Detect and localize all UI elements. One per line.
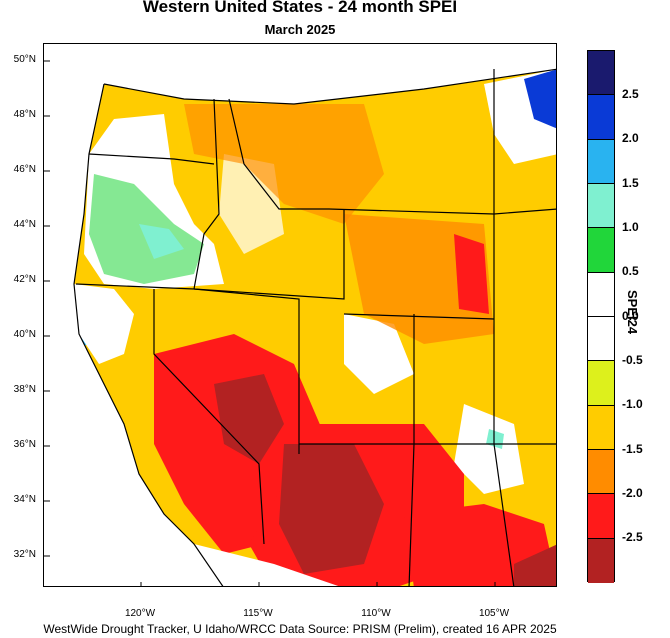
or-ca-border (75, 283, 195, 290)
canada-border (103, 68, 556, 105)
wa-or-border (88, 153, 215, 165)
colorbar-segment (588, 183, 614, 229)
lat-label-40: 40°N (13, 329, 36, 340)
wet-coastal-california (74, 284, 134, 364)
colorbar-label: 2.5 (622, 87, 639, 101)
lat-label-34: 34°N (13, 494, 36, 505)
east-edge (493, 69, 515, 586)
colorbar-label: -1.0 (622, 397, 643, 411)
lat-label-50: 50°N (13, 54, 36, 65)
colorbar-segment (588, 95, 614, 140)
az-nm (408, 443, 415, 586)
ca-nv (153, 289, 265, 545)
canada-area (104, 44, 556, 104)
colorbar-segment (588, 538, 614, 583)
lat-label-38: 38°N (13, 384, 36, 395)
pacific-ocean (44, 44, 223, 586)
lat-label-32: 32°N (13, 549, 36, 560)
dry-wyoming-red (454, 234, 489, 314)
footer-credit: WestWide Drought Tracker, U Idaho/WRCC D… (43, 622, 557, 636)
colorbar-label: 2.0 (622, 131, 639, 145)
coastline (73, 83, 224, 586)
colorbar-label: -2.0 (622, 486, 643, 500)
map-subtitle: March 2025 (264, 22, 336, 37)
nv-east (193, 288, 300, 454)
lat-label-42: 42°N (13, 274, 36, 285)
colorbar-segment (588, 494, 614, 539)
spei-map (44, 44, 556, 586)
idaho-west (193, 98, 220, 290)
colorbar-label: 0.5 (622, 264, 639, 278)
dry-texas-darkred (514, 544, 556, 586)
lon-label-115: 115°W (243, 608, 273, 619)
colorbar-segment (588, 228, 614, 273)
wet-cyan-oregon (139, 224, 184, 259)
wet-colorado-patch (454, 404, 524, 494)
colorbar-segment (588, 51, 614, 96)
colorbar-label: 1.5 (622, 176, 639, 190)
lon-label-105: 105°W (478, 608, 510, 619)
lon-label-110: 110°W (361, 608, 391, 619)
colorbar-segment (588, 361, 614, 406)
dry-arizona-darkred (279, 444, 384, 574)
colorbar-segment (588, 405, 614, 450)
colorbar-segment (588, 272, 614, 317)
map-title: Western United States - 24 month SPEI (142, 0, 458, 16)
lat-label-44: 44°N (13, 219, 36, 230)
dry-montana-orange (184, 104, 384, 224)
colorbar (587, 50, 615, 583)
colorbar-title: SPEI24 (625, 290, 640, 335)
colorbar-label: 0.0 (622, 309, 639, 323)
lon-label-120: 120°W (124, 608, 156, 619)
lat-label-46: 46°N (13, 164, 36, 175)
colorbar-segment (588, 139, 614, 184)
lat-label-48: 48°N (13, 109, 36, 120)
colorbar-label: -1.5 (622, 442, 643, 456)
wet-utah-white (344, 314, 414, 394)
id-ut (193, 209, 345, 300)
wy-co (343, 313, 495, 320)
colorbar-segment (588, 316, 614, 362)
nd-sd (493, 208, 556, 215)
mt-wy (328, 208, 495, 215)
id-mt (228, 98, 329, 210)
colorbar-label: -2.5 (622, 530, 643, 544)
lat-label-36: 36°N (13, 439, 36, 450)
colorbar-segment (588, 449, 614, 495)
map-panel (43, 43, 557, 587)
dry-nevada-darkred (214, 374, 284, 464)
colorbar-label: -0.5 (622, 353, 643, 367)
mexico-area (194, 544, 339, 586)
wet-northeast-corner (524, 69, 556, 129)
colorbar-label: 1.0 (622, 220, 639, 234)
